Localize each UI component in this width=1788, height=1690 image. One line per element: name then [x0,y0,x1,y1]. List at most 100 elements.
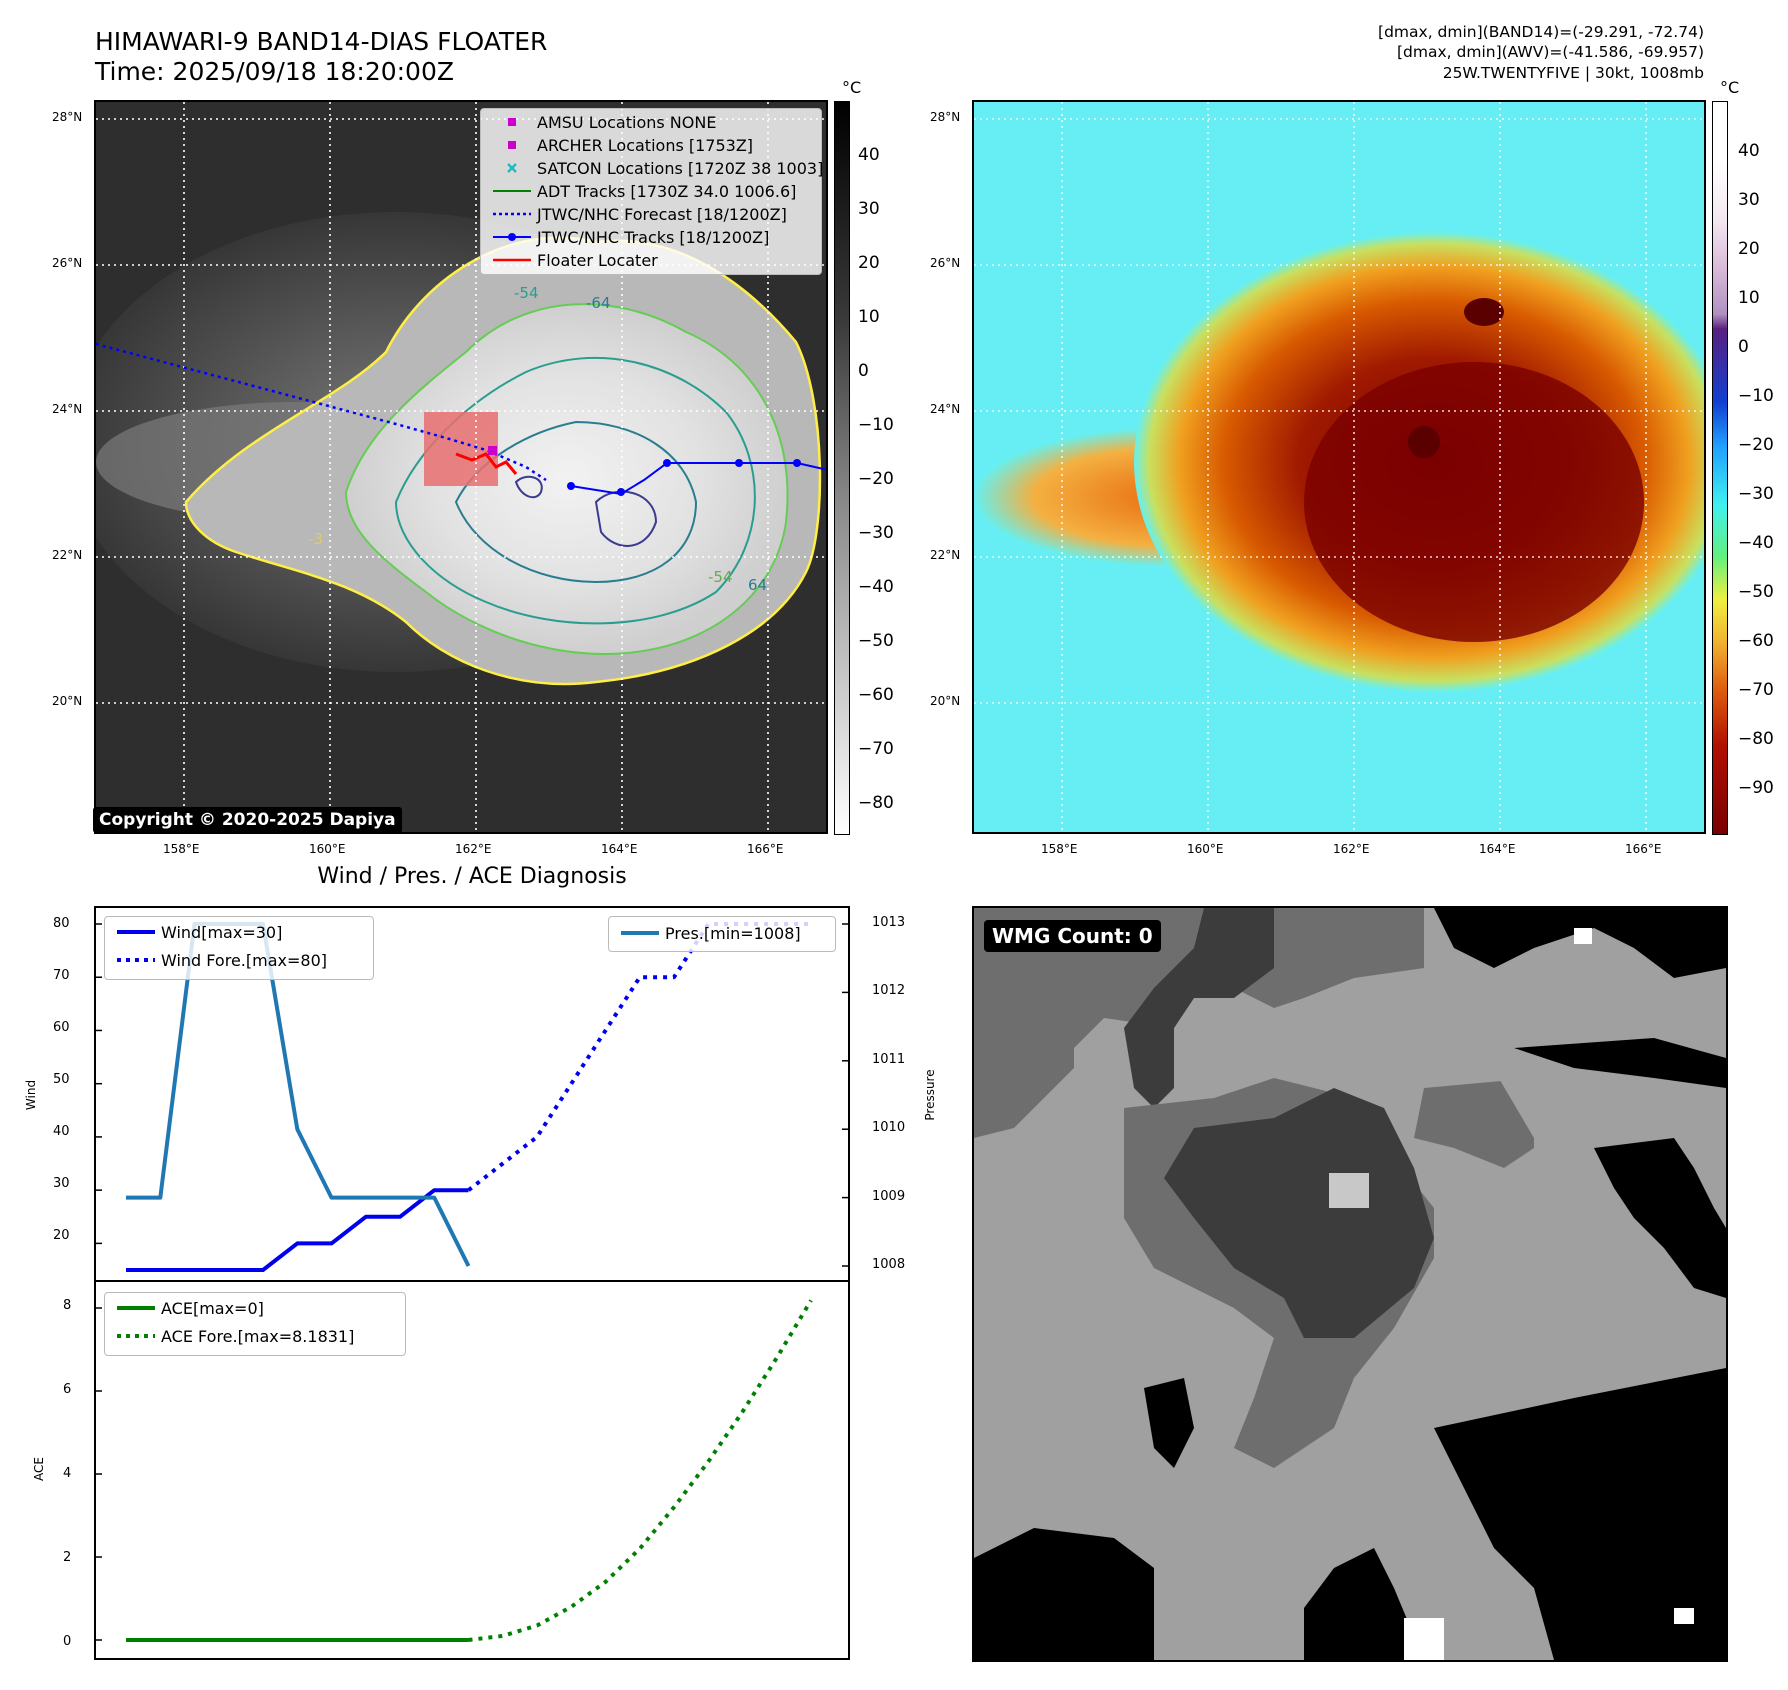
wind-tick: 60 [53,1020,70,1035]
colorbar-tick: −50 [858,631,894,651]
legend-x-icon [489,157,535,179]
colorbar-tick: 0 [1738,337,1749,357]
legend-item-amsu: AMSU Locations NONE [489,111,716,133]
info-band14: [dmax, dmin](BAND14)=(-29.291, -72.74) [1378,23,1704,41]
wmg-image [974,908,1726,1660]
ir-color-image [974,102,1704,832]
legend-line-icon [113,1297,159,1319]
wind-tick: 80 [53,916,70,931]
legend-dotted-icon [113,1325,159,1347]
info-storm: 25W.TWENTYFIVE | 30kt, 1008mb [1442,64,1704,82]
colorbar-tick: −80 [1738,729,1774,749]
legend-item-forecast: JTWC/NHC Forecast [18/1200Z] [489,203,787,225]
wind-tick: 30 [53,1176,70,1191]
legend-item-wind: Wind[max=30] [113,921,282,943]
lon-tick: 160°E [1187,842,1224,856]
ace-tick: 6 [63,1382,72,1397]
colorbar-tick: 40 [858,145,880,165]
ace-tick: 2 [63,1550,72,1565]
legend-item-archer: ARCHER Locations [1753Z] [489,134,753,156]
legend-dotted-icon [489,203,535,225]
legend-line-icon [489,249,535,271]
lat-tick: 26°N [930,256,961,270]
pressure-tick: 1009 [872,1189,906,1204]
legend-square-icon [489,111,535,133]
color-colorbar [1712,101,1728,835]
colorbar-tick: 0 [858,361,869,381]
wmg-panel [972,906,1728,1662]
lon-tick: 166°E [1625,842,1662,856]
lat-tick: 28°N [930,110,961,124]
lon-tick: 162°E [1333,842,1370,856]
pressure-tick: 1013 [872,915,906,930]
lat-tick: 24°N [52,402,83,416]
wind-tick: 50 [53,1072,70,1087]
lon-tick: 164°E [601,842,638,856]
colorbar-tick: −40 [858,577,894,597]
colorbar-tick: −30 [1738,484,1774,504]
contour-label: -64 [586,294,611,312]
colorbar-unit: °C [1720,78,1740,97]
copyright-badge: Copyright © 2020-2025 Dapiya [93,807,402,833]
contour-label: -3 [308,530,323,548]
colorbar-tick: 30 [858,199,880,219]
colorbar-tick: 20 [1738,239,1760,259]
pressure-axis-label: Pressure [923,1069,937,1121]
wind-tick: 70 [53,968,70,983]
lon-tick: 158°E [163,842,200,856]
ace-tick: 4 [63,1466,72,1481]
contour-label: -54 [514,284,539,302]
ace-legend: ACE[max=0] ACE Fore.[max=8.1831] [104,1292,406,1356]
chart-time: Time: 2025/09/18 18:20:00Z [95,57,454,86]
wind-pressure-svg [96,922,848,1272]
legend-dotted-icon [113,949,159,971]
ace-plot [94,1280,850,1660]
lon-tick: 158°E [1041,842,1078,856]
wind-tick: 40 [53,1124,70,1139]
lat-tick: 20°N [52,694,83,708]
lon-tick: 166°E [747,842,784,856]
colorbar-tick: −60 [858,685,894,705]
ace-forecast-series-line [468,1299,813,1642]
legend-line-icon [617,922,663,944]
legend-item-floater: Floater Locater [489,249,658,271]
ace-axis-label: ACE [32,1457,46,1481]
legend-item-wind-forecast: Wind Fore.[max=80] [113,949,327,971]
ir-map-image: -54 -64 -3 -54 64 [96,102,826,832]
lon-tick: 160°E [309,842,346,856]
colorbar-tick: −20 [1738,435,1774,455]
lat-tick: 22°N [52,548,83,562]
ace-svg [96,1299,813,1642]
pressure-tick: 1008 [872,1257,906,1272]
colorbar-tick: −70 [1738,680,1774,700]
lat-tick: 20°N [930,694,961,708]
colorbar-tick: 20 [858,253,880,273]
pressure-tick: 1010 [872,1120,906,1135]
ir-grayscale-map: -54 -64 -3 -54 64 [94,100,828,834]
colorbar-tick: −60 [1738,631,1774,651]
legend-item-adt: ADT Tracks [1730Z 34.0 1006.6] [489,180,796,202]
colorbar-tick: 10 [1738,288,1760,308]
legend-line-icon [489,180,535,202]
colorbar-tick: −80 [858,793,894,813]
colorbar-unit: °C [842,78,862,97]
ace-tick: 0 [63,1634,72,1649]
pressure-series-line [126,922,471,1267]
wind-series-line [126,1188,469,1272]
pressure-tick: 1012 [872,983,906,998]
info-awv: [dmax, dmin](AWV)=(-41.586, -69.957) [1397,43,1704,61]
pressure-tick: 1011 [872,1052,906,1067]
legend-line-icon [113,921,159,943]
diagnosis-title: Wind / Pres. / ACE Diagnosis [317,864,627,889]
wind-legend: Wind[max=30] Wind Fore.[max=80] [104,916,374,980]
gray-colorbar [834,101,850,835]
map-legend: AMSU Locations NONE ARCHER Locations [17… [480,108,823,275]
colorbar-tick: −10 [1738,386,1774,406]
legend-item-ace: ACE[max=0] [113,1297,264,1319]
wind-forecast-series-line [467,922,811,1192]
colorbar-tick: −30 [858,523,894,543]
lon-tick: 162°E [455,842,492,856]
lon-tick: 164°E [1479,842,1516,856]
legend-square-icon [489,134,535,156]
legend-line-dot-icon [489,226,535,248]
